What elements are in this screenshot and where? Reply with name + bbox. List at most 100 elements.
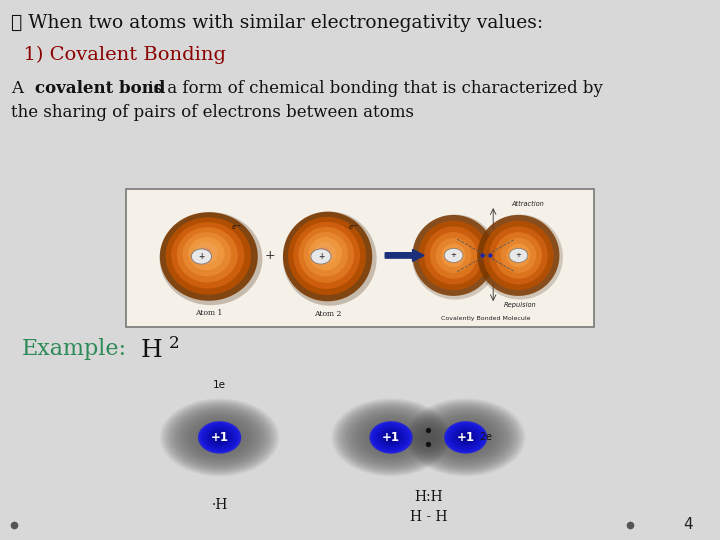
Circle shape <box>384 433 397 442</box>
Text: the sharing of pairs of electrons between atoms: the sharing of pairs of electrons betwee… <box>11 104 414 120</box>
Text: is a form of chemical bonding that is characterized by: is a form of chemical bonding that is ch… <box>143 80 603 97</box>
Ellipse shape <box>309 237 342 271</box>
Text: +: + <box>318 252 324 261</box>
Ellipse shape <box>495 232 542 279</box>
Text: Attraction: Attraction <box>511 201 544 207</box>
Ellipse shape <box>160 212 258 301</box>
Ellipse shape <box>299 227 354 283</box>
Text: 4: 4 <box>683 517 693 532</box>
Ellipse shape <box>477 215 559 296</box>
Ellipse shape <box>160 212 262 305</box>
Circle shape <box>387 434 395 441</box>
Ellipse shape <box>160 399 279 476</box>
Circle shape <box>209 429 230 445</box>
Ellipse shape <box>162 400 277 475</box>
Circle shape <box>451 426 481 449</box>
Ellipse shape <box>410 401 521 474</box>
Text: $e^-$: $e^-$ <box>231 223 242 232</box>
Bar <box>0 72 720 99</box>
Ellipse shape <box>188 237 225 270</box>
Ellipse shape <box>182 232 231 276</box>
Text: Atom 1: Atom 1 <box>195 309 222 318</box>
Ellipse shape <box>331 399 451 476</box>
Text: Example:: Example: <box>22 338 127 360</box>
Ellipse shape <box>418 221 489 290</box>
Text: H - H: H - H <box>410 510 447 524</box>
Circle shape <box>509 248 528 262</box>
Text: +: + <box>516 252 521 259</box>
Circle shape <box>372 423 410 452</box>
Text: H:H: H:H <box>414 490 443 504</box>
Circle shape <box>378 428 404 447</box>
Circle shape <box>217 436 222 439</box>
FancyArrow shape <box>385 249 424 261</box>
Bar <box>126 189 594 327</box>
Ellipse shape <box>424 226 483 285</box>
Circle shape <box>374 424 408 450</box>
Ellipse shape <box>314 242 336 264</box>
Circle shape <box>202 424 237 450</box>
Text: +: + <box>265 249 275 262</box>
Text: covalent bond: covalent bond <box>35 80 165 97</box>
Circle shape <box>215 434 224 441</box>
Bar <box>0 100 720 127</box>
Bar <box>0 356 720 383</box>
Circle shape <box>449 424 483 450</box>
Text: ✓ When two atoms with similar electronegativity values:: ✓ When two atoms with similar electroneg… <box>11 14 543 31</box>
Ellipse shape <box>337 402 445 472</box>
Circle shape <box>446 423 485 452</box>
Text: Covalently Bonded Molecule: Covalently Bonded Molecule <box>441 316 531 321</box>
Ellipse shape <box>168 403 271 471</box>
Ellipse shape <box>413 215 495 296</box>
Text: $e^-$: $e^-$ <box>348 223 359 232</box>
Ellipse shape <box>336 401 447 474</box>
Bar <box>0 328 720 355</box>
Ellipse shape <box>483 221 554 290</box>
Bar <box>0 526 720 540</box>
Bar <box>0 43 720 70</box>
Text: 1e: 1e <box>213 380 226 390</box>
Text: 2e: 2e <box>479 433 492 442</box>
Ellipse shape <box>406 399 526 476</box>
Circle shape <box>311 249 331 264</box>
Circle shape <box>462 434 470 441</box>
Bar <box>0 470 720 497</box>
Bar <box>0 214 720 241</box>
Ellipse shape <box>283 212 372 301</box>
Ellipse shape <box>412 214 498 300</box>
Circle shape <box>200 423 239 452</box>
Bar <box>0 384 720 411</box>
Ellipse shape <box>506 244 531 267</box>
Circle shape <box>376 426 406 449</box>
Circle shape <box>389 436 393 439</box>
Circle shape <box>192 249 212 264</box>
Bar <box>0 299 720 326</box>
Circle shape <box>464 436 468 439</box>
Circle shape <box>211 431 228 444</box>
Text: +1: +1 <box>382 431 400 444</box>
Text: ·H: ·H <box>212 498 228 512</box>
Bar <box>0 498 720 525</box>
Ellipse shape <box>304 232 348 276</box>
Text: 1) Covalent Bonding: 1) Covalent Bonding <box>11 46 226 64</box>
Circle shape <box>382 431 400 444</box>
Ellipse shape <box>408 400 523 475</box>
Circle shape <box>204 426 235 449</box>
Ellipse shape <box>500 238 536 273</box>
Ellipse shape <box>436 238 472 273</box>
Text: A: A <box>11 80 28 97</box>
Circle shape <box>455 429 477 445</box>
Bar <box>0 0 720 14</box>
Ellipse shape <box>166 217 251 295</box>
Text: +1: +1 <box>210 431 229 444</box>
Bar <box>0 185 720 212</box>
Ellipse shape <box>166 402 274 472</box>
Ellipse shape <box>283 212 377 306</box>
Circle shape <box>457 431 474 444</box>
Ellipse shape <box>319 247 330 258</box>
Ellipse shape <box>194 242 218 264</box>
Bar <box>0 157 720 184</box>
Ellipse shape <box>333 400 449 475</box>
Circle shape <box>213 433 226 442</box>
Bar <box>0 413 720 440</box>
